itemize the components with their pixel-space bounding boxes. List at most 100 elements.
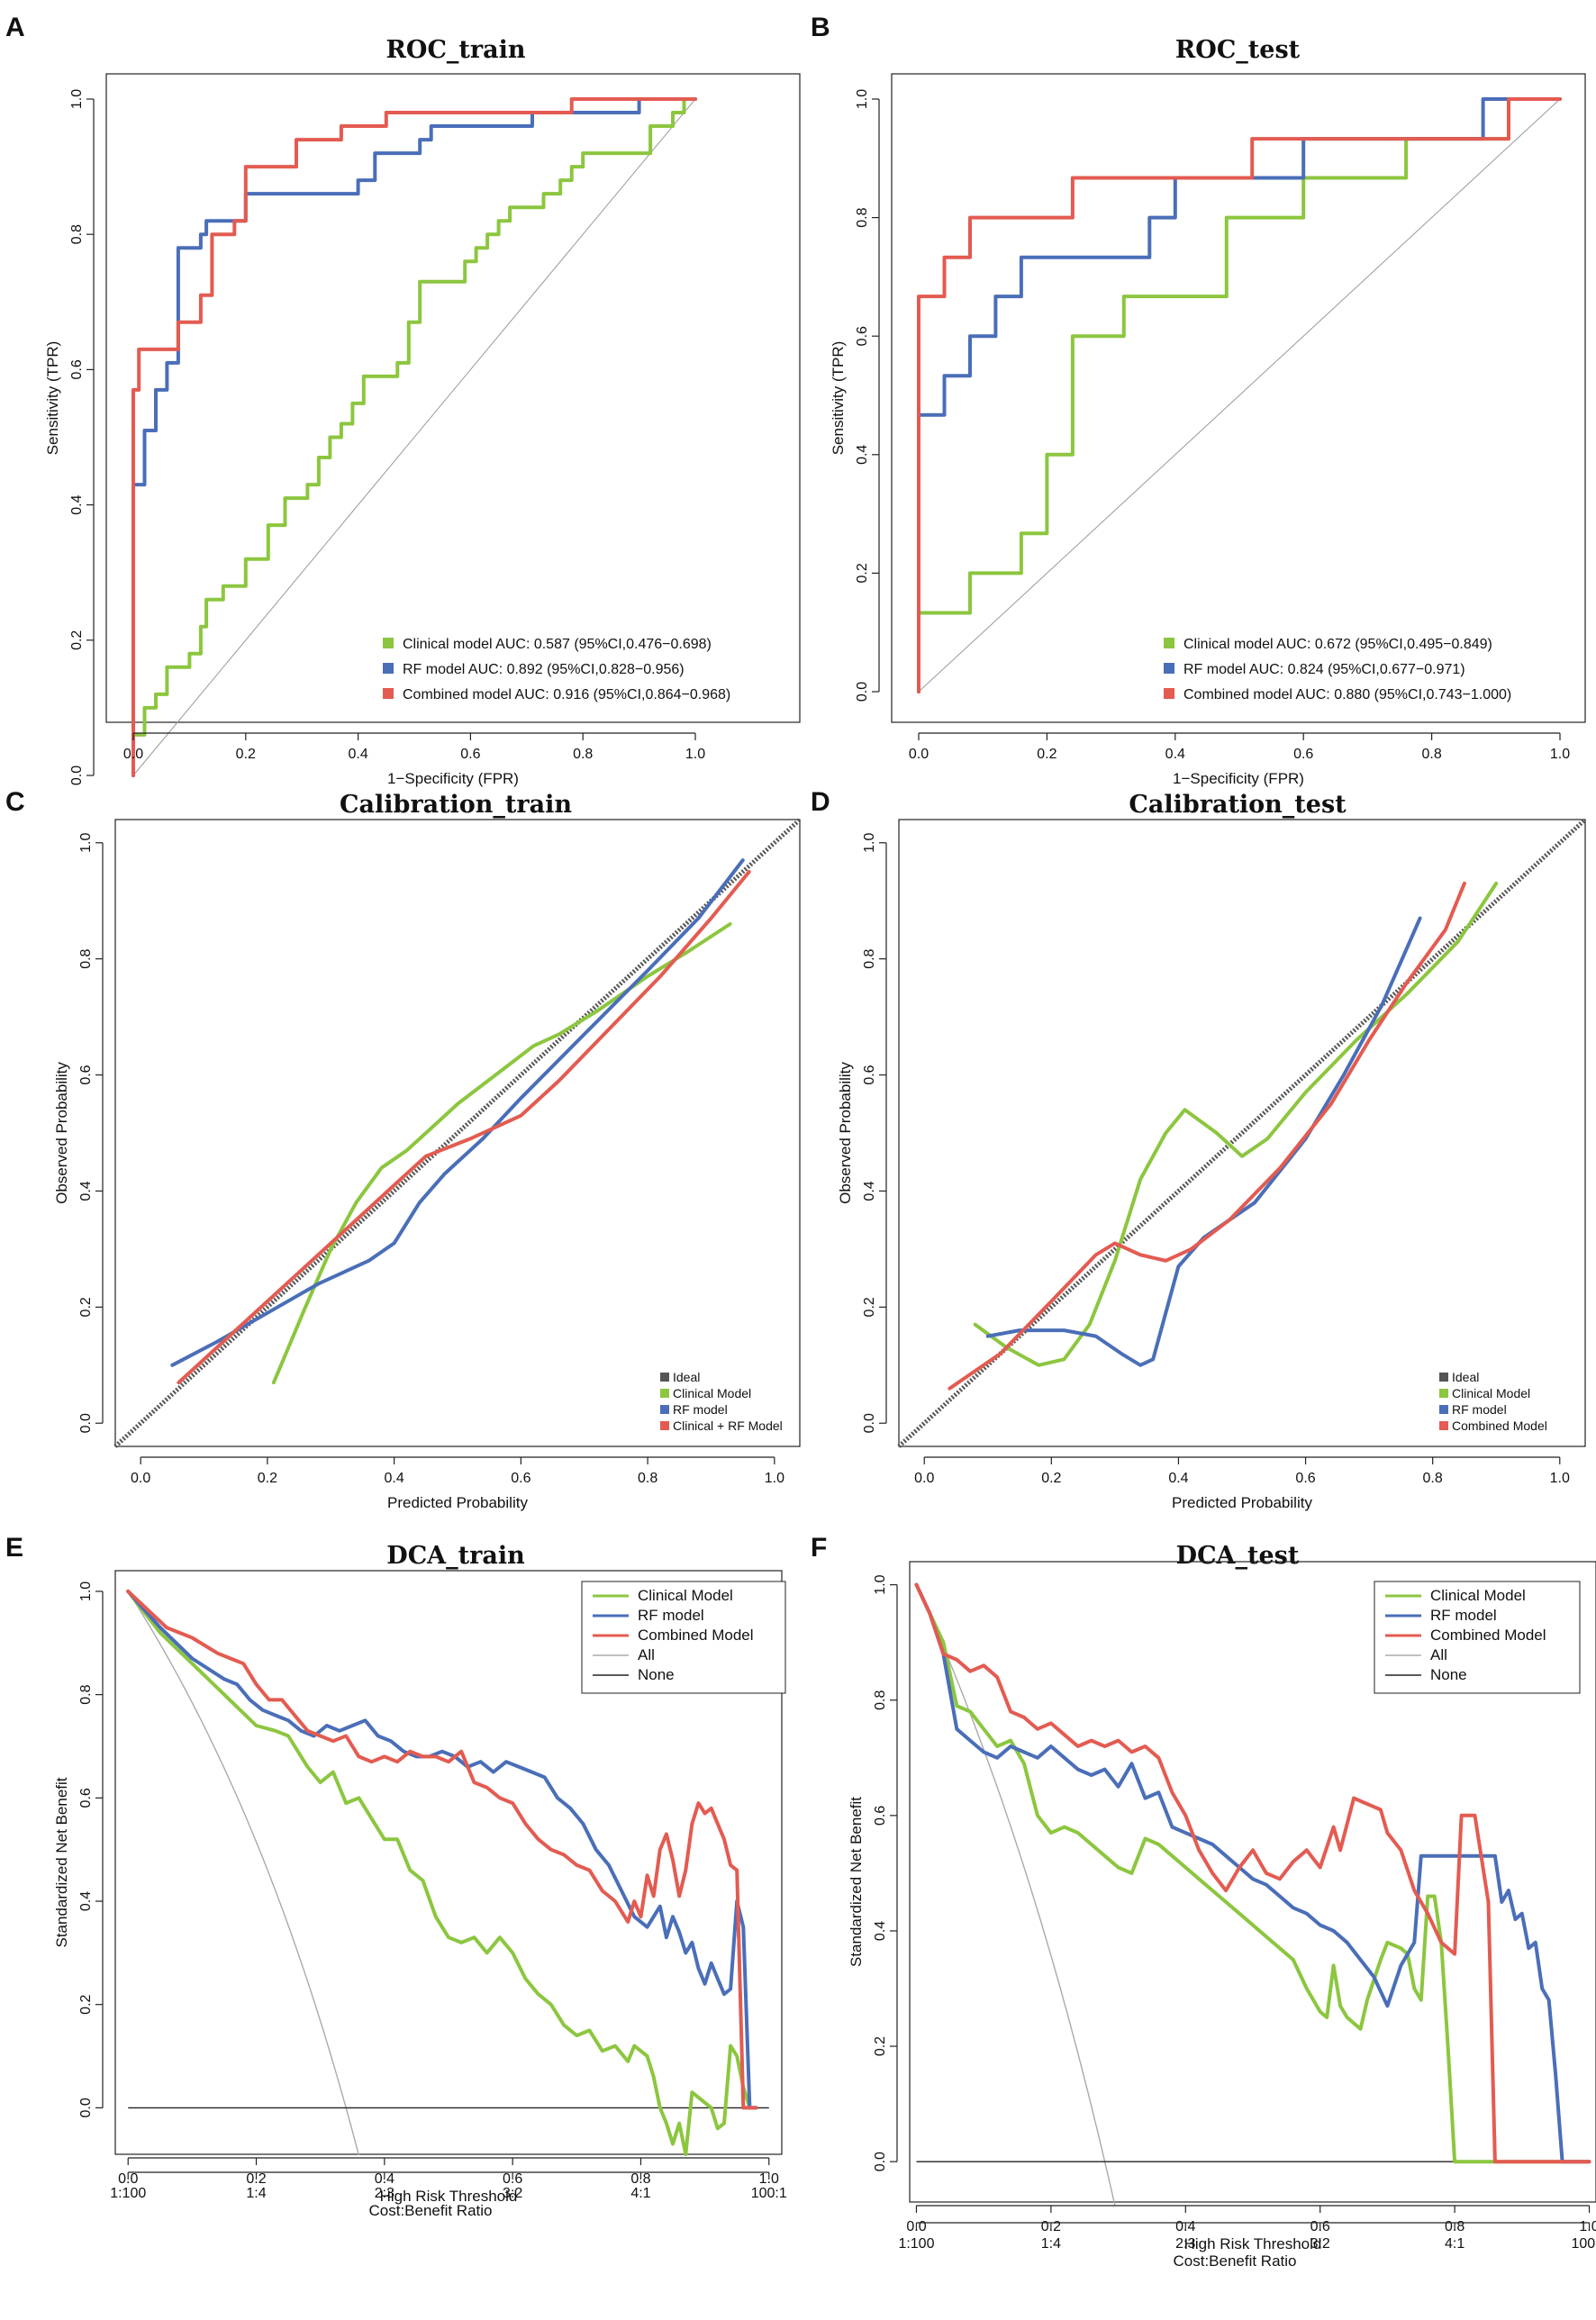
y-tick-label: 0.8 xyxy=(862,948,877,968)
legend-entry: Combined model AUC: 0.916 (95%CI,0.864−0… xyxy=(403,687,730,702)
x-tick-label: 0.2 xyxy=(258,1471,277,1486)
x-tick-label: 0.2 xyxy=(1041,1471,1061,1486)
legend-swatch xyxy=(1439,1373,1448,1382)
legend-entry: Clinical model AUC: 0.672 (95%CI,0.495−0… xyxy=(1183,637,1492,652)
cost-tick-label: 100:1 xyxy=(1572,2236,1596,2252)
y-tick-label: 0.4 xyxy=(862,1181,877,1201)
x-tick-label: 0.6 xyxy=(1293,747,1313,762)
x-axis-label: High Risk Threshold xyxy=(1184,2235,1322,2252)
y-tick-label: 0.8 xyxy=(78,948,94,968)
y-tick-label: 0.4 xyxy=(78,1181,94,1201)
plot-frame xyxy=(898,819,1586,1447)
y-tick-label: 0.6 xyxy=(78,1788,94,1808)
y-tick-label: 0.0 xyxy=(862,1413,877,1433)
chart-title: DCA_test xyxy=(1176,1542,1300,1570)
x-axis-label: 1−Specificity (FPR) xyxy=(387,770,519,787)
legend-entry: RF model xyxy=(638,1607,704,1624)
x-tick-label: 0.2 xyxy=(236,747,256,762)
legend-swatch xyxy=(1439,1389,1448,1398)
y-tick-label: 0.2 xyxy=(873,2036,888,2056)
legend-entry: RF model AUC: 0.892 (95%CI,0.828−0.956) xyxy=(403,662,685,677)
panel-c: C Calibration_train 0.0 0.2 0.4 0.6 0.8 1.0 0.0 0… xyxy=(5,787,802,1511)
legend-entry: None xyxy=(638,1666,675,1683)
legend-entry: Clinical + RF Model xyxy=(673,1418,783,1433)
legend-entry: Clinical Model xyxy=(1452,1386,1530,1400)
y-tick-label: 0.8 xyxy=(69,224,85,244)
cost-tick-label: 1:4 xyxy=(1041,2236,1061,2252)
x-tick-label: 0.0 xyxy=(123,747,143,762)
legend-entry: Ideal xyxy=(673,1370,700,1384)
y-tick-label: 0.2 xyxy=(855,563,870,583)
series-clinical-model xyxy=(126,1589,758,2156)
legend-entry: RF model AUC: 0.824 (95%CI,0.677−0.971) xyxy=(1183,662,1465,677)
chart-title: ROC_test xyxy=(1175,36,1301,64)
x-tick-label: 0.0 xyxy=(131,1471,150,1486)
x-tick-label: 0.0 xyxy=(909,747,929,762)
cost-axis-label: Cost:Benefit Ratio xyxy=(368,2202,492,2219)
legend-swatch xyxy=(1439,1421,1448,1430)
series-rf-model xyxy=(126,1589,758,2110)
y-tick-label: 1.0 xyxy=(862,833,877,853)
y-axis-label: Observed Probability xyxy=(837,1062,854,1204)
y-tick-label: 0.8 xyxy=(873,1690,888,1710)
panel-a: A ROC_train 0.0 0.2 0.4 0.6 0.8 1.0 0.0 0.2 0.4 0.6… xyxy=(5,13,801,787)
cost-tick-label: 1:4 xyxy=(246,2186,266,2201)
x-tick-label: 0.6 xyxy=(511,1471,530,1486)
cost-tick-label: 3:2 xyxy=(503,2186,522,2201)
panel-label: B xyxy=(811,13,830,42)
legend-entry: Clinical Model xyxy=(638,1587,733,1604)
x-tick-label: 0.8 xyxy=(573,747,593,762)
series-clinical-model xyxy=(131,97,697,777)
series-rf-model xyxy=(985,916,1422,1367)
legend-swatch xyxy=(383,638,394,648)
legend: Clinical Model RF model Combined Model All N… xyxy=(1374,1581,1581,1694)
x-tick-label: 0.4 xyxy=(1168,1471,1188,1486)
legend: Clinical Model RF model Combined Model All N… xyxy=(581,1581,786,1694)
legend-entry: Combined Model xyxy=(1452,1418,1547,1433)
y-tick-label: 0.4 xyxy=(69,494,85,514)
legend-swatch xyxy=(1164,663,1174,674)
plot-frame xyxy=(891,73,1586,723)
legend-swatch xyxy=(1164,688,1174,699)
plot-frame xyxy=(114,1570,783,2155)
y-tick-label: 0.6 xyxy=(862,1065,877,1084)
all-curve xyxy=(915,1584,1116,2206)
y-axis-label: Standardized Net Benefit xyxy=(53,1777,70,1947)
legend-entry: Clinical model AUC: 0.587 (95%CI,0.476−0… xyxy=(403,637,712,652)
series-clinical-rf-model xyxy=(177,870,751,1385)
legend-swatch xyxy=(1164,638,1174,648)
y-tick-label: 0.4 xyxy=(78,1891,94,1911)
plot-frame xyxy=(909,1561,1596,2203)
legend-swatch xyxy=(660,1405,669,1414)
legend: Clinical model AUC: 0.587 (95%CI,0.476−0… xyxy=(383,637,730,702)
y-tick-label: 0.0 xyxy=(78,2098,94,2117)
x-tick-label: 1.0 xyxy=(1550,747,1570,762)
chart-title: ROC_train xyxy=(385,36,525,64)
x-tick-label: 0.8 xyxy=(1423,1471,1443,1486)
legend-entry: All xyxy=(638,1646,655,1663)
y-tick-label: 0.4 xyxy=(855,445,870,465)
legend-swatch xyxy=(660,1389,669,1398)
x-tick-label: 0.4 xyxy=(1165,747,1185,762)
y-tick-label: 0.4 xyxy=(873,1921,888,1941)
y-axis-label: Standardized Net Benefit xyxy=(848,1797,865,1967)
y-tick-label: 0.2 xyxy=(78,1994,94,2014)
cost-tick-label: 4:1 xyxy=(1445,2236,1465,2252)
x-tick-label: 1.0 xyxy=(1579,2219,1596,2234)
cost-tick-label: 2:3 xyxy=(375,2186,394,2201)
x-axis-label: Predicted Probability xyxy=(387,1494,528,1511)
reference-diagonal xyxy=(132,98,696,776)
x-axis-label: 1−Specificity (FPR) xyxy=(1173,770,1304,787)
cost-tick-label: 4:1 xyxy=(630,2186,650,2201)
series-rf-model xyxy=(914,1582,1591,2164)
chart-title: Calibration_train xyxy=(340,791,572,819)
plot-frame xyxy=(105,73,801,723)
cost-tick-label: 2:3 xyxy=(1175,2236,1195,2252)
y-tick-label: 0.2 xyxy=(78,1297,94,1317)
ideal-line xyxy=(113,818,802,1448)
legend-entry: Combined model AUC: 0.880 (95%CI,0.743−1… xyxy=(1183,687,1511,702)
legend-entry: Clinical Model xyxy=(673,1386,751,1400)
